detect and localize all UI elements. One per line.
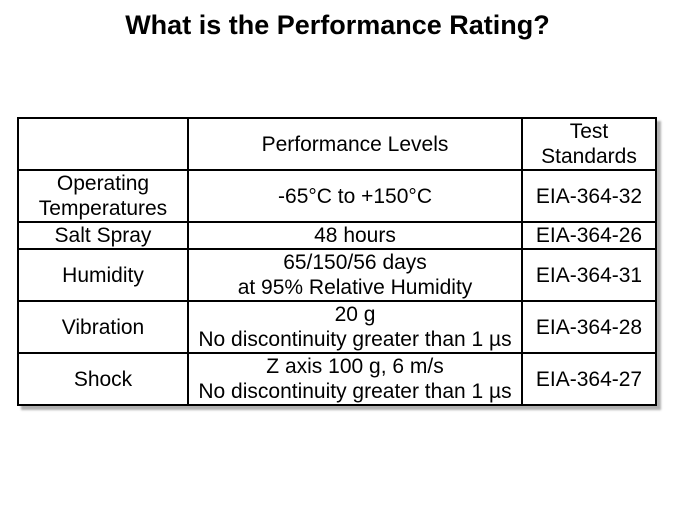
row-performance-level: -65°C to +150°C: [187, 169, 523, 223]
row-category: Operating Temperatures: [17, 169, 189, 223]
header-test-standards: Test Standards: [521, 117, 657, 171]
table-row: Humidity 65/150/56 days at 95% Relative …: [17, 248, 657, 302]
row-category: Humidity: [17, 248, 189, 302]
table-row: Operating Temperatures -65°C to +150°C E…: [17, 169, 657, 223]
row-performance-level: 48 hours: [187, 221, 523, 250]
row-test-standard: EIA-364-27: [521, 352, 657, 406]
table-row: Vibration 20 g No discontinuity greater …: [17, 300, 657, 354]
row-test-standard: EIA-364-32: [521, 169, 657, 223]
table-header-row: Performance Levels Test Standards: [17, 117, 657, 171]
performance-rating-table: Performance Levels Test Standards Operat…: [17, 117, 657, 406]
row-category: Shock: [17, 352, 189, 406]
row-performance-level: Z axis 100 g, 6 m/s No discontinuity gre…: [187, 352, 523, 406]
row-category: Salt Spray: [17, 221, 189, 250]
row-test-standard: EIA-364-28: [521, 300, 657, 354]
row-performance-level: 20 g No discontinuity greater than 1 µs: [187, 300, 523, 354]
table-row: Salt Spray 48 hours EIA-364-26: [17, 221, 657, 250]
row-test-standard: EIA-364-26: [521, 221, 657, 250]
table-row: Shock Z axis 100 g, 6 m/s No discontinui…: [17, 352, 657, 406]
slide-title: What is the Performance Rating?: [125, 10, 550, 40]
header-performance-levels: Performance Levels: [187, 117, 523, 171]
row-performance-level: 65/150/56 days at 95% Relative Humidity: [187, 248, 523, 302]
row-test-standard: EIA-364-31: [521, 248, 657, 302]
header-category-cell: [17, 117, 189, 171]
row-category: Vibration: [17, 300, 189, 354]
